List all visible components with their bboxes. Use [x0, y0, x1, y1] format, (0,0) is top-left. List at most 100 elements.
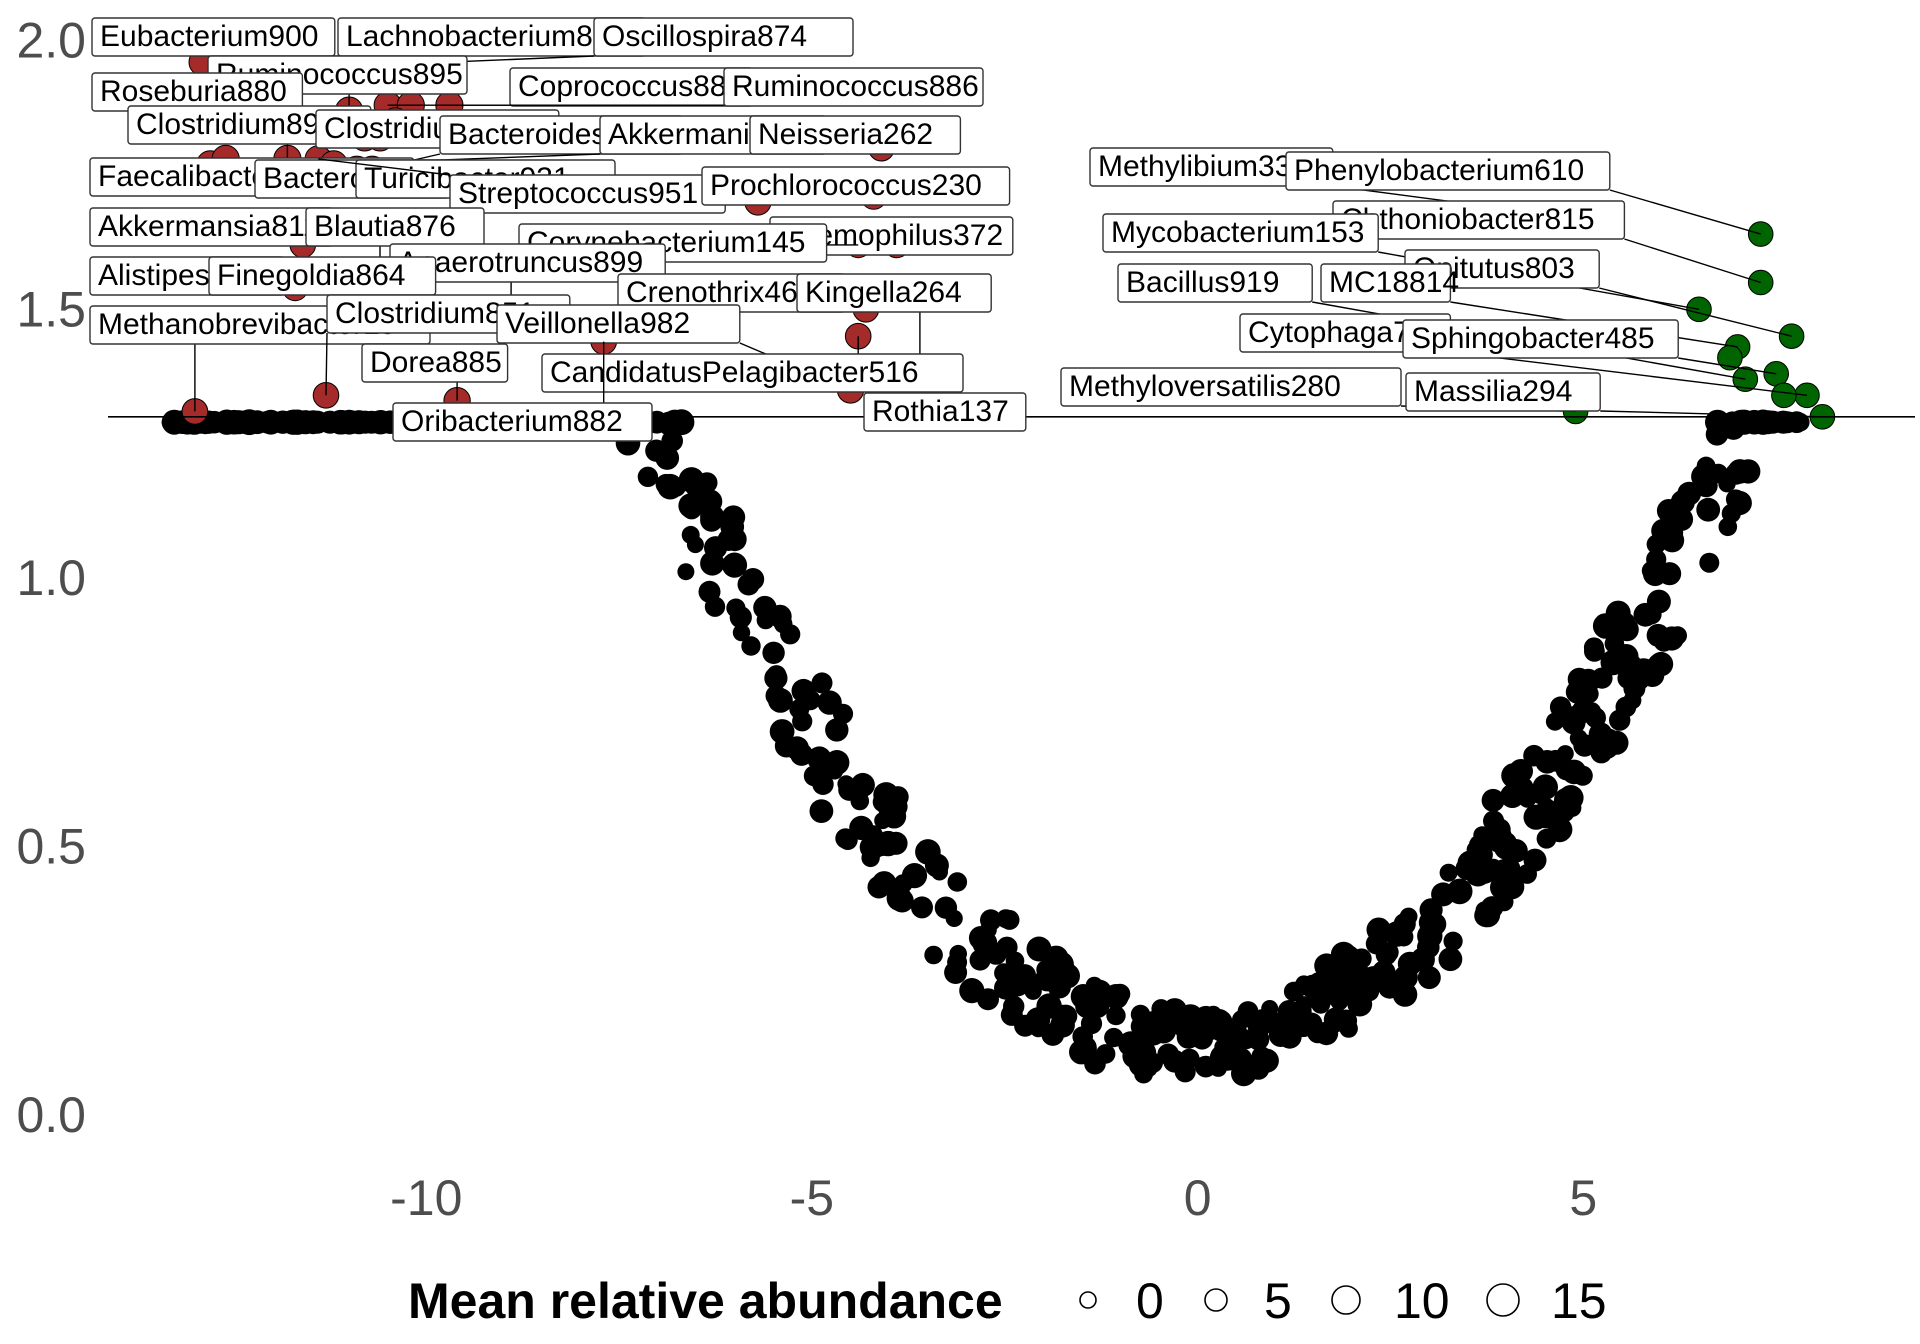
label-box — [541, 353, 964, 393]
data-point — [1474, 903, 1498, 928]
legend-size-key — [1079, 1291, 1097, 1309]
data-point — [1776, 411, 1799, 434]
data-point — [1254, 1048, 1279, 1073]
point-label: Bacillus919 — [1126, 266, 1279, 299]
data-point — [1618, 612, 1635, 630]
data-point — [1000, 1003, 1023, 1026]
point-label: Veillonella982 — [505, 307, 690, 340]
data-point — [791, 678, 816, 703]
data-point — [1643, 561, 1668, 587]
label-leader-line — [325, 332, 328, 396]
point-label-group: Prochlorococcus230 — [701, 166, 1011, 206]
data-point — [1439, 863, 1458, 882]
data-point — [1323, 965, 1346, 988]
point-label: Sphingobacter485 — [1411, 322, 1655, 355]
label-leader-line — [1599, 287, 1792, 337]
point-label-group: Oscillospira874 — [318, 17, 854, 69]
data-point — [1641, 604, 1662, 625]
label-box — [208, 256, 437, 296]
point-label: Crenothrix465 — [626, 276, 814, 309]
label-leader-line — [1609, 189, 1761, 235]
data-point — [1613, 644, 1639, 669]
data-point — [700, 508, 723, 532]
data-point — [1017, 971, 1038, 992]
label-leader-line — [1624, 238, 1761, 284]
x-tick-label: 5 — [1569, 1170, 1597, 1226]
label-box — [1320, 263, 1452, 303]
point-label: Roseburia880 — [100, 75, 287, 108]
data-point — [1268, 1023, 1293, 1047]
label-box — [1402, 319, 1679, 359]
point-label: Coprococcus888 — [518, 70, 743, 103]
data-point — [811, 672, 833, 694]
data-point — [281, 409, 307, 435]
label-box — [1060, 367, 1402, 407]
point-label: Finegoldia864 — [217, 259, 405, 292]
point-label-group: Streptococcus951 — [318, 158, 726, 214]
point-label: Methylibium330 — [1098, 150, 1308, 183]
point-label: Akkermansia811 — [98, 210, 319, 243]
data-point — [726, 598, 746, 618]
enriched-point — [1771, 382, 1797, 409]
data-point — [1648, 651, 1674, 677]
point-label-group: Sphingobacter485 — [1402, 319, 1777, 375]
data-point — [677, 563, 695, 581]
legend-keys: 0 5 10 15 — [1079, 1273, 1607, 1329]
data-point — [1050, 1012, 1075, 1038]
point-label-group: Methylibium330 — [1089, 147, 1576, 219]
data-point — [698, 580, 721, 603]
data-point — [1157, 1043, 1179, 1066]
data-point — [768, 604, 792, 629]
point-label: Massilia294 — [1414, 375, 1572, 408]
data-point — [1399, 907, 1418, 926]
data-point — [1334, 1009, 1358, 1033]
background-points-layer — [161, 409, 1810, 1087]
point-label-group: Akkermansia811 — [89, 207, 334, 247]
label-box — [1285, 151, 1611, 191]
legend-size-key — [1486, 1283, 1520, 1317]
data-point — [884, 831, 908, 855]
data-point — [1718, 517, 1738, 537]
point-label: Chthoniobacter815 — [1341, 203, 1595, 236]
data-point — [1545, 712, 1565, 731]
data-point — [1109, 983, 1131, 1005]
label-leader-line — [1450, 351, 1808, 396]
data-point — [861, 848, 880, 868]
data-point — [686, 536, 704, 554]
data-point — [1651, 518, 1676, 543]
data-point — [1670, 495, 1690, 516]
data-point — [832, 703, 854, 724]
data-point — [979, 921, 997, 939]
point-label-group: Rothia137 — [863, 392, 1027, 432]
data-point — [766, 665, 787, 685]
data-point — [357, 411, 379, 433]
label-leader-line — [1600, 410, 1823, 418]
legend-size-label: 0 — [1136, 1273, 1164, 1329]
data-point — [741, 636, 761, 656]
data-point — [850, 791, 870, 811]
data-point — [1699, 552, 1720, 573]
data-point — [1142, 1052, 1163, 1073]
point-label: Oribacterium882 — [401, 405, 623, 438]
data-point — [994, 976, 1018, 1000]
legend-size-key — [1204, 1288, 1228, 1312]
data-point — [1530, 785, 1550, 804]
data-point — [1696, 497, 1721, 522]
data-point — [722, 527, 747, 552]
data-point — [637, 466, 659, 487]
data-point — [1548, 819, 1572, 843]
data-point — [645, 439, 668, 462]
data-point — [774, 691, 793, 709]
data-point — [977, 988, 999, 1011]
y-tick-label: 0.5 — [16, 819, 86, 875]
data-point — [696, 472, 718, 494]
data-point — [1179, 1048, 1200, 1069]
data-point — [657, 411, 682, 436]
data-point — [1375, 944, 1397, 966]
data-point — [1176, 1025, 1201, 1049]
legend-size-label: 15 — [1551, 1273, 1607, 1329]
data-point — [1563, 798, 1582, 817]
x-tick-label: -5 — [790, 1170, 834, 1226]
data-point — [1569, 729, 1588, 747]
